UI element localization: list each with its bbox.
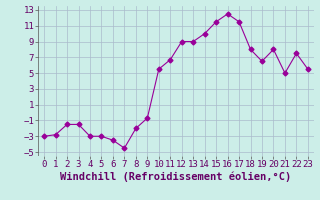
X-axis label: Windchill (Refroidissement éolien,°C): Windchill (Refroidissement éolien,°C) bbox=[60, 172, 292, 182]
